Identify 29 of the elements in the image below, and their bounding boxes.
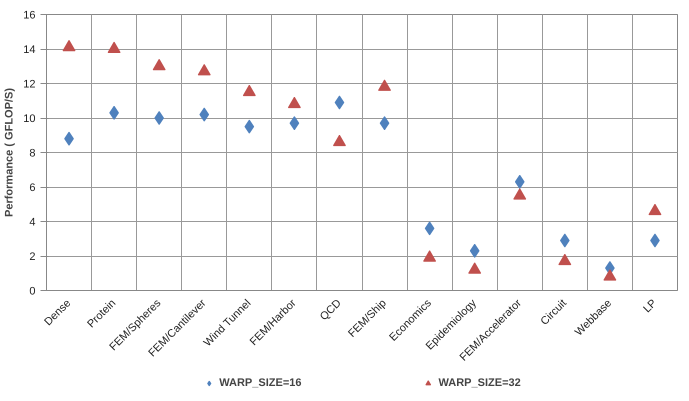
point <box>154 111 164 125</box>
y-tick-label: 0 <box>29 286 36 298</box>
point <box>242 84 256 96</box>
point <box>513 188 526 200</box>
y-tick-label: 14 <box>23 44 36 56</box>
y-tick-label: 10 <box>23 113 36 125</box>
y-tick-label: 16 <box>23 10 36 22</box>
legend-label: WARP_SIZE=32 <box>438 377 521 389</box>
point <box>560 233 570 248</box>
point <box>62 40 76 52</box>
legend-label: WARP_SIZE=16 <box>219 377 302 389</box>
point <box>199 108 210 122</box>
point <box>108 42 121 53</box>
point <box>648 204 662 216</box>
y-tick-label: 6 <box>29 182 36 194</box>
point <box>332 134 346 146</box>
y-tick-label: 2 <box>29 251 36 263</box>
point <box>198 64 211 76</box>
y-tick-label: 12 <box>23 78 36 90</box>
point <box>470 244 480 258</box>
x-tick-label: LP <box>641 297 660 316</box>
y-tick-label: 4 <box>29 216 36 228</box>
point <box>152 58 166 70</box>
point <box>288 96 301 108</box>
point <box>514 174 525 189</box>
y-tick-label: 8 <box>29 148 36 160</box>
point <box>378 80 392 91</box>
point <box>244 120 254 134</box>
y-axis-title: Performance ( GFLOP/S) <box>3 88 16 217</box>
